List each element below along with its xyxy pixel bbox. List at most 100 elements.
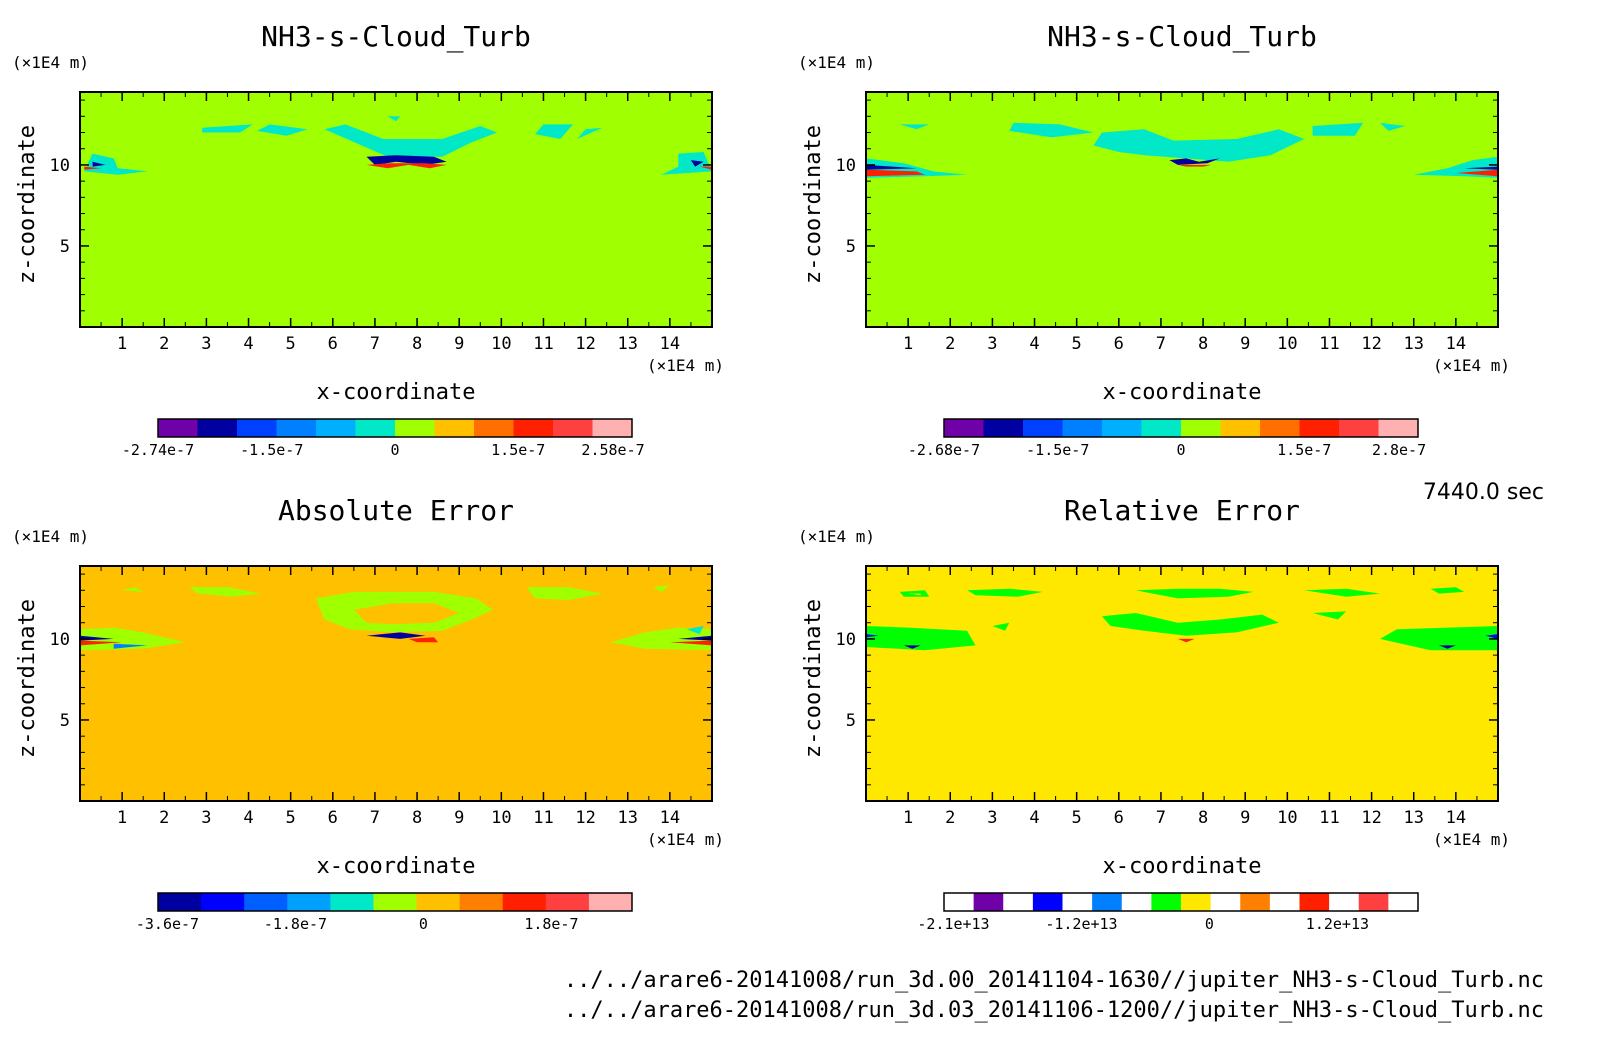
colorbar-segment — [1339, 419, 1379, 437]
x-tick-label: 4 — [243, 334, 253, 354]
colorbar-segment — [1388, 893, 1419, 911]
colorbar-segment — [201, 893, 245, 911]
heatmap-cell — [866, 169, 925, 177]
heatmap-cell — [669, 640, 712, 646]
colorbar-segment — [502, 893, 547, 911]
x-tick-label: 5 — [1072, 808, 1082, 828]
x-tick-label: 12 — [1361, 808, 1381, 828]
heatmap-cell — [1312, 122, 1364, 136]
x-tick-label: 10 — [1277, 334, 1297, 354]
heatmap-cell — [353, 603, 460, 625]
heatmap-cell — [967, 588, 1043, 597]
colorbar-segment — [373, 893, 418, 911]
colorbar-segment — [973, 893, 1004, 911]
heatmap-cell — [84, 153, 148, 175]
colorbar-segment — [276, 419, 317, 437]
x-tick-label: 10 — [491, 808, 511, 828]
y-tick-label: 10 — [50, 630, 70, 650]
x-tick-label: 6 — [1114, 808, 1124, 828]
heatmap-cell — [1464, 166, 1498, 170]
x-tick-label: 11 — [533, 808, 553, 828]
y-tick-label: 5 — [846, 237, 856, 257]
heatmap-cell — [1177, 164, 1212, 167]
y-axis-label: z-coordinate — [801, 599, 826, 758]
y-tick-label: 5 — [60, 237, 70, 257]
footer-file-1: ../../arare6-20141008/run_3d.00_20141104… — [563, 968, 1544, 993]
colorbar-segment — [158, 893, 202, 911]
heatmap-cell — [257, 124, 308, 136]
x-tick-label: 1 — [903, 334, 913, 354]
heatmap-cell — [866, 164, 917, 170]
colorbar-segment — [1260, 419, 1300, 437]
heatmap-cells — [84, 116, 712, 175]
x-tick-label: 13 — [1403, 808, 1423, 828]
x-tick-label: 3 — [987, 808, 997, 828]
chart-title: Relative Error — [1064, 494, 1300, 527]
colorbar-segment — [1003, 893, 1034, 911]
y-axis-label: z-coordinate — [15, 125, 40, 284]
colorbar-label: -1.5e-7 — [240, 441, 303, 459]
x-tick-label: 5 — [1072, 334, 1082, 354]
x-tick-label: 9 — [1240, 334, 1250, 354]
heatmap-cell — [866, 634, 879, 638]
heatmap-cell — [366, 632, 426, 639]
x-tick-label: 8 — [1198, 808, 1208, 828]
x-tick-label: 2 — [945, 334, 955, 354]
heatmap-cell — [610, 627, 712, 651]
colorbar-segment — [1023, 419, 1063, 437]
heatmap-cell — [1455, 169, 1498, 177]
colorbar-segment — [1062, 893, 1093, 911]
x-tick-label: 9 — [1240, 808, 1250, 828]
y-axis-label: z-coordinate — [801, 125, 826, 284]
heatmap-cell — [408, 637, 439, 643]
colorbar-label: 1.5e-7 — [491, 441, 545, 459]
x-tick-label: 11 — [1319, 808, 1339, 828]
heatmap-cell — [690, 160, 704, 167]
heatmap-cell — [387, 116, 401, 122]
colorbar-frame — [157, 418, 633, 438]
x-tick-label: 10 — [1277, 808, 1297, 828]
x-tick-label: 13 — [617, 808, 637, 828]
heatmap-cell — [526, 587, 603, 600]
heatmap-cell — [1093, 129, 1305, 162]
colorbar-label: 1.8e-7 — [524, 915, 578, 933]
colorbar-segment — [287, 893, 331, 911]
heatmap-cell — [661, 152, 712, 175]
heatmap-cell — [113, 643, 148, 649]
y-axis-label: z-coordinate — [15, 599, 40, 758]
y-unit-label: (×1E4 m) — [798, 527, 875, 546]
colorbar-segment — [474, 419, 514, 437]
heatmap-cell — [1380, 626, 1498, 651]
colorbar-segment — [416, 893, 461, 911]
x-tick-label: 1 — [117, 808, 127, 828]
heatmap-cell — [189, 587, 262, 597]
colorbar-segment — [459, 893, 504, 911]
heatmap-cell — [202, 124, 253, 133]
heatmap-cell — [903, 645, 921, 649]
x-tick-label: 14 — [660, 334, 680, 354]
heatmap-cell — [686, 626, 704, 635]
x-tick-label: 8 — [412, 808, 422, 828]
x-tick-label: 12 — [575, 808, 595, 828]
x-tick-label: 11 — [1319, 334, 1339, 354]
heatmap-cell — [1485, 634, 1498, 639]
y-tick-label: 10 — [836, 156, 856, 176]
colorbar-label: -2.68e-7 — [908, 441, 980, 459]
x-tick-label: 7 — [1156, 334, 1166, 354]
colorbar-label: -1.2e+13 — [1045, 915, 1117, 933]
chart-panel-4: Relative Error(×1E4 m)1 2 3 4 5 6 7 8 9 10 11 12 13 1… — [798, 494, 1510, 933]
colorbar-segment — [944, 419, 984, 437]
x-tick-label: 7 — [370, 334, 380, 354]
colorbar-segment — [1151, 893, 1182, 911]
chart-panel-1: NH3-s-Cloud_Turb(×1E4 m)1 2 3 4 5 6 7 8 9 10 11 12 1… — [12, 20, 724, 459]
heatmap-cell — [1439, 645, 1456, 649]
x-axis-label: x-coordinate — [1103, 380, 1262, 405]
x-tick-label: 9 — [454, 808, 464, 828]
colorbar-segment — [1181, 893, 1212, 911]
colorbar-segment — [1210, 893, 1241, 911]
heatmap-cell — [908, 593, 921, 596]
x-tick-label: 6 — [1114, 334, 1124, 354]
heatmap-cells — [866, 587, 1498, 651]
colorbar-label: 1.2e+13 — [1306, 915, 1369, 933]
heatmap-cell — [122, 587, 144, 592]
